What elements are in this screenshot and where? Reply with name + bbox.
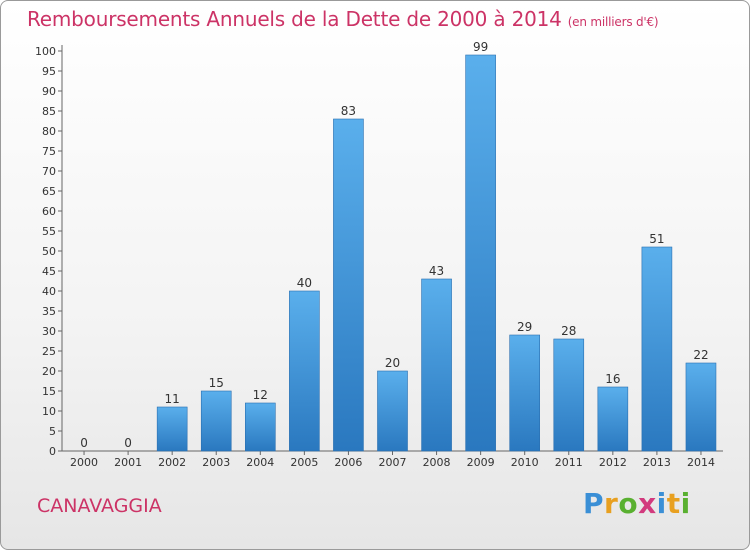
x-tick-label: 2005 <box>290 456 318 469</box>
town-name: CANAVAGGIA <box>37 495 162 517</box>
logo-letter: r <box>604 487 619 520</box>
x-tick-label: 2014 <box>687 456 715 469</box>
data-label: 15 <box>209 376 224 390</box>
axes: 0510152025303540455055606570758085909510… <box>35 45 723 469</box>
data-label: 20 <box>385 356 400 370</box>
x-tick-label: 2004 <box>246 456 274 469</box>
y-tick-label: 0 <box>49 445 56 458</box>
chart-subtitle: (en milliers d'€) <box>567 15 659 29</box>
logo-letter: t <box>666 487 681 520</box>
y-tick-label: 50 <box>42 245 56 258</box>
proxiti-logo: Proxiti <box>583 487 691 520</box>
y-tick-label: 30 <box>42 325 56 338</box>
bars <box>156 54 717 452</box>
logo-letter: o <box>618 487 639 520</box>
logo-letter: i <box>656 487 667 520</box>
data-label: 51 <box>649 232 664 246</box>
bar <box>333 118 364 452</box>
data-label: 16 <box>605 372 620 386</box>
data-label: 11 <box>165 392 180 406</box>
y-tick-label: 90 <box>42 85 56 98</box>
data-label: 0 <box>124 436 132 450</box>
y-tick-label: 35 <box>42 305 56 318</box>
y-tick-label: 20 <box>42 365 56 378</box>
bar <box>685 362 717 452</box>
bar <box>421 278 452 452</box>
x-tick-label: 2001 <box>114 456 142 469</box>
logo-letter: i <box>680 487 691 520</box>
x-tick-label: 2013 <box>643 456 671 469</box>
x-tick-label: 2010 <box>511 456 539 469</box>
x-tick-label: 2000 <box>70 456 98 469</box>
x-tick-label: 2003 <box>202 456 230 469</box>
bar <box>245 402 276 452</box>
bar <box>200 390 232 452</box>
y-tick-label: 10 <box>42 405 56 418</box>
data-label: 22 <box>693 348 708 362</box>
y-tick-label: 95 <box>42 65 56 78</box>
bar <box>553 338 585 452</box>
data-label: 83 <box>341 104 356 118</box>
y-tick-label: 40 <box>42 285 56 298</box>
data-label: 99 <box>473 40 488 54</box>
bar <box>156 406 188 452</box>
chart-title: Remboursements Annuels de la Dette de 20… <box>27 7 659 31</box>
x-tick-label: 2011 <box>555 456 583 469</box>
data-label: 40 <box>297 276 312 290</box>
y-tick-label: 75 <box>42 145 56 158</box>
chart-title-text: Remboursements Annuels de la Dette de 20… <box>27 7 562 31</box>
data-label: 0 <box>80 436 88 450</box>
y-tick-label: 85 <box>42 105 56 118</box>
data-label: 12 <box>253 388 268 402</box>
bar <box>641 246 673 452</box>
y-tick-label: 80 <box>42 125 56 138</box>
y-tick-label: 15 <box>42 385 56 398</box>
y-tick-label: 100 <box>35 45 56 58</box>
x-tick-label: 2012 <box>599 456 627 469</box>
y-tick-label: 45 <box>42 265 56 278</box>
x-tick-label: 2002 <box>158 456 186 469</box>
y-tick-label: 65 <box>42 185 56 198</box>
data-label: 43 <box>429 264 444 278</box>
y-tick-label: 60 <box>42 205 56 218</box>
x-tick-label: 2006 <box>334 456 362 469</box>
bar <box>289 290 320 452</box>
bar <box>509 334 541 452</box>
bar <box>597 386 629 452</box>
data-labels: 0 0 11 15 12 40 83 20 43 99 29 28 16 51 22 <box>80 40 708 450</box>
x-tick-label: 2009 <box>467 456 495 469</box>
y-tick-label: 70 <box>42 165 56 178</box>
logo-letter: x <box>638 487 657 520</box>
bar <box>465 54 496 452</box>
x-tick-label: 2007 <box>379 456 407 469</box>
y-tick-label: 5 <box>49 425 56 438</box>
data-label: 28 <box>561 324 576 338</box>
logo-letter: P <box>583 487 605 520</box>
x-tick-label: 2008 <box>423 456 451 469</box>
y-tick-label: 55 <box>42 225 56 238</box>
y-tick-label: 25 <box>42 345 56 358</box>
data-label: 29 <box>517 320 532 334</box>
bar <box>377 370 408 452</box>
